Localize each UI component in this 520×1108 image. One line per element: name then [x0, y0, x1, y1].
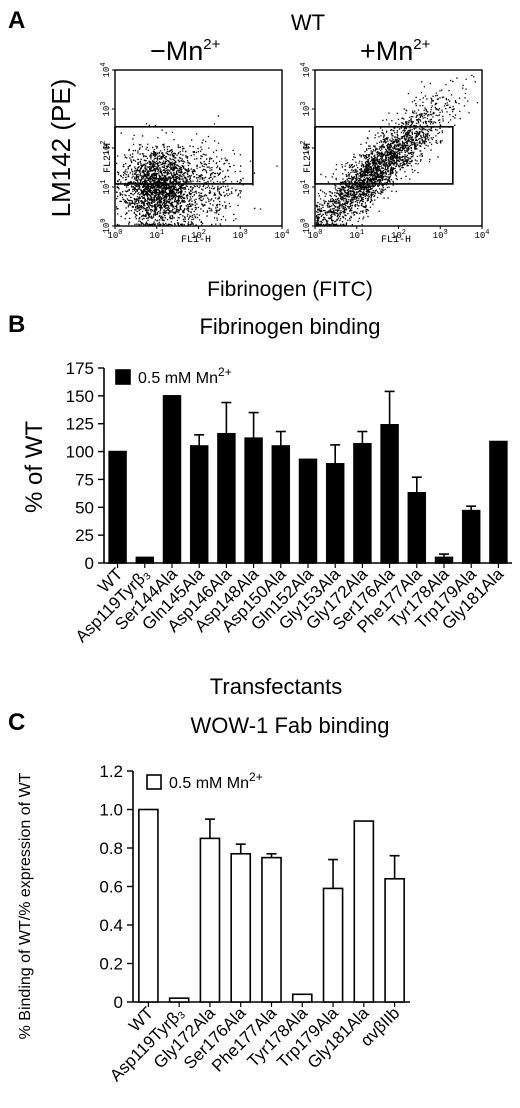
bar — [380, 424, 399, 564]
panel-a-xlabel: Fibrinogen (FITC) — [207, 278, 373, 301]
legend-swatch — [146, 774, 162, 790]
bar — [244, 437, 263, 564]
flow-y-axis-name: FL2-H — [303, 143, 314, 173]
y-tick-label: 0.4 — [99, 916, 123, 935]
y-tick-label: 0.8 — [99, 839, 123, 858]
panel-b-letter: B — [8, 311, 25, 338]
bar — [135, 556, 155, 564]
panel-c-title: WOW-1 Fab binding — [191, 713, 390, 738]
panel-c-letter: C — [8, 709, 25, 736]
legend-label: 0.5 mM Mn2+ — [169, 770, 263, 792]
y-tick-label: 0.6 — [99, 878, 123, 897]
bar — [162, 395, 182, 564]
bar — [189, 445, 209, 564]
bar — [353, 820, 375, 1003]
panel-b-title: Fibrinogen binding — [199, 314, 380, 339]
bar — [217, 432, 236, 564]
flow-x-tick-label: 103 — [233, 229, 248, 241]
plus-mn-label: +Mn2+ — [360, 36, 431, 66]
flow-x-tick-label: 104 — [274, 229, 289, 241]
flow-y-tick-label: 103 — [300, 101, 312, 116]
bar — [199, 837, 221, 1003]
y-tick-label: 125 — [66, 415, 94, 434]
legend-swatch — [115, 369, 131, 385]
bar — [298, 458, 318, 564]
flow-y-tick-label: 104 — [300, 62, 312, 77]
flow-y-tick-label: 103 — [100, 101, 112, 116]
flow-y-tick-label: 100 — [100, 218, 112, 233]
gate-box — [114, 125, 254, 185]
bar — [461, 509, 481, 564]
flow-y-tick-label: 101 — [300, 179, 312, 194]
bar-chart-wow1: 00.20.40.60.81.01.2WTAsp119Tyrβ₃Gly172Al… — [99, 762, 410, 1085]
minus-mn-label: −Mn2+ — [150, 36, 221, 66]
bar — [407, 491, 427, 564]
flow-x-axis-name: FL1-H — [381, 235, 411, 246]
flow-y-axis-name: FL2-H — [103, 143, 114, 173]
bar — [353, 442, 372, 564]
y-tick-label: 0 — [85, 554, 94, 573]
bar — [138, 808, 159, 1003]
y-tick-label: 0 — [114, 993, 123, 1012]
flow-y-tick-label: 104 — [100, 62, 112, 77]
panel-b-ylabel: % of WT — [21, 421, 48, 513]
y-tick-label: 50 — [75, 498, 94, 517]
flow-y-tick-label: 100 — [300, 218, 312, 233]
y-tick-label: 1.0 — [99, 801, 123, 820]
panel-a-ylabel: LM142 (PE) — [46, 79, 76, 218]
y-tick-label: 75 — [75, 470, 94, 489]
bar — [168, 997, 190, 1003]
flow-x-tick-label: 104 — [474, 229, 489, 241]
bar-chart-fibrinogen: 0255075100125150175WTAsp119Tyrβ₃Ser144Al… — [66, 359, 512, 646]
flow-x-tick-label: 101 — [349, 229, 364, 241]
flow-event-dots — [115, 115, 278, 227]
bar — [489, 440, 508, 564]
bar — [325, 463, 345, 564]
bar — [230, 852, 252, 1003]
bar — [322, 887, 344, 1003]
flow-x-axis-name: FL1-H — [181, 235, 211, 246]
panel-a-letter: A — [8, 7, 25, 34]
flow-x-tick-label: 101 — [149, 229, 164, 241]
flow-event-dots — [315, 74, 479, 227]
gate-box — [314, 125, 454, 185]
y-tick-label: 175 — [66, 359, 94, 378]
flow-events — [115, 115, 278, 227]
bar — [108, 450, 127, 564]
bar — [261, 856, 282, 1003]
bar — [384, 877, 405, 1003]
bar — [291, 993, 313, 1003]
bar — [434, 556, 454, 564]
y-tick-label: 0.2 — [99, 955, 123, 974]
legend-label: 0.5 mM Mn2+ — [138, 365, 232, 387]
panel-c-ylabel: % Binding of WT/% expression of WT — [17, 772, 34, 1039]
flow-x-tick-label: 103 — [433, 229, 448, 241]
bar — [271, 445, 291, 564]
y-tick-label: 25 — [75, 526, 94, 545]
y-tick-label: 100 — [66, 443, 94, 462]
panel-b-xlabel: Transfectants — [210, 674, 342, 699]
flow-events — [315, 74, 479, 227]
flow-y-tick-label: 101 — [100, 179, 112, 194]
y-tick-label: 150 — [66, 387, 94, 406]
panel-a-title: WT — [291, 10, 325, 35]
y-tick-label: 1.2 — [99, 762, 123, 781]
